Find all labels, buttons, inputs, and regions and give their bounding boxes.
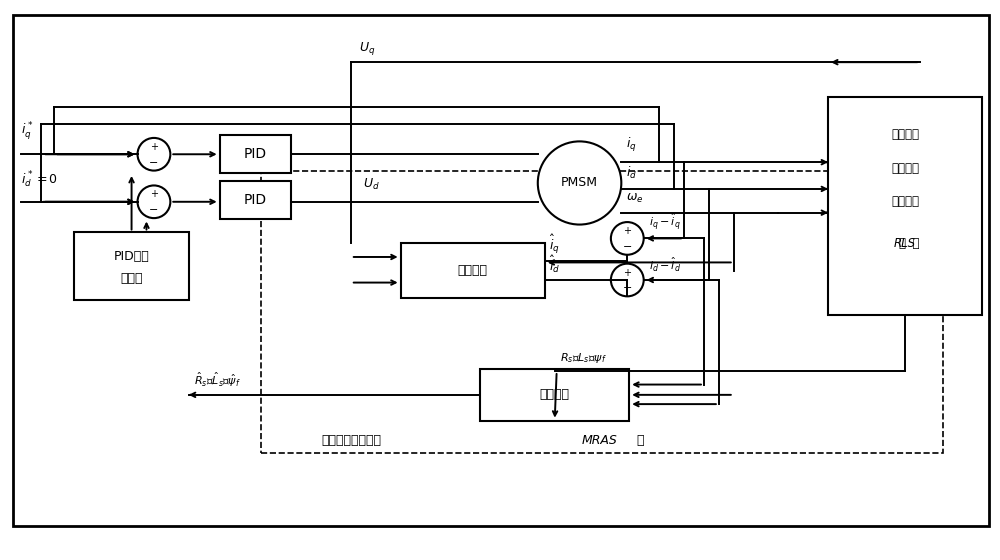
Text: 因子最小: 因子最小 — [891, 162, 919, 175]
Text: +: + — [150, 142, 158, 152]
Text: +: + — [150, 189, 158, 199]
Text: $\hat{R}_s$，$\hat{L}_s$，$\hat{\psi}_f$: $\hat{R}_s$，$\hat{L}_s$，$\hat{\psi}_f$ — [194, 371, 241, 389]
Circle shape — [611, 264, 644, 296]
Bar — [480, 369, 629, 421]
Text: 自适应率: 自适应率 — [540, 388, 570, 402]
Text: $\hat{i}_q$: $\hat{i}_q$ — [549, 233, 560, 256]
Bar — [261, 171, 943, 453]
Bar — [220, 136, 291, 173]
Text: $U_d$: $U_d$ — [363, 177, 380, 192]
Text: PMSM: PMSM — [561, 176, 598, 189]
Text: 基于遗忘: 基于遗忘 — [891, 128, 919, 141]
Text: $i_q$: $i_q$ — [626, 136, 637, 154]
Text: $i_d$: $i_d$ — [626, 165, 637, 181]
Text: $\omega_e$: $\omega_e$ — [626, 192, 644, 205]
Text: （: （ — [898, 237, 905, 250]
Text: +: + — [623, 226, 631, 236]
Text: +: + — [623, 268, 631, 278]
Text: 模型参考自适应（: 模型参考自适应（ — [321, 434, 381, 447]
Text: −: − — [149, 206, 159, 215]
Text: ）: ） — [636, 434, 644, 447]
Circle shape — [538, 141, 621, 225]
Text: −: − — [623, 283, 632, 293]
Text: −: − — [623, 242, 632, 252]
Text: 二乘算法: 二乘算法 — [891, 195, 919, 208]
Circle shape — [138, 185, 170, 218]
Text: $U_q$: $U_q$ — [359, 40, 375, 57]
Circle shape — [611, 222, 644, 255]
Bar — [401, 244, 545, 298]
Bar — [828, 97, 982, 315]
Text: −: − — [149, 158, 159, 168]
Text: $\hat{i}_d$: $\hat{i}_d$ — [549, 254, 560, 276]
Bar — [74, 232, 189, 300]
Circle shape — [138, 138, 170, 171]
Text: MRAS: MRAS — [582, 434, 617, 447]
Text: PID: PID — [244, 193, 267, 207]
Text: 自整定: 自整定 — [120, 272, 143, 284]
Text: $i_d^* = 0$: $i_d^* = 0$ — [21, 170, 58, 190]
Text: 可调模型: 可调模型 — [458, 264, 488, 277]
Text: PID参数: PID参数 — [114, 250, 149, 263]
Bar — [220, 181, 291, 218]
Text: $i_q - \hat{i}_q$: $i_q - \hat{i}_q$ — [649, 212, 680, 232]
Text: $i_q^*$: $i_q^*$ — [21, 120, 33, 142]
Text: RLS: RLS — [894, 237, 916, 250]
Text: $i_d - \hat{i}_d$: $i_d - \hat{i}_d$ — [649, 256, 681, 274]
Text: ）: ） — [905, 237, 920, 250]
Text: PID: PID — [244, 147, 267, 161]
Text: $R_s$，$L_s$，$\psi_f$: $R_s$，$L_s$，$\psi_f$ — [560, 351, 606, 365]
